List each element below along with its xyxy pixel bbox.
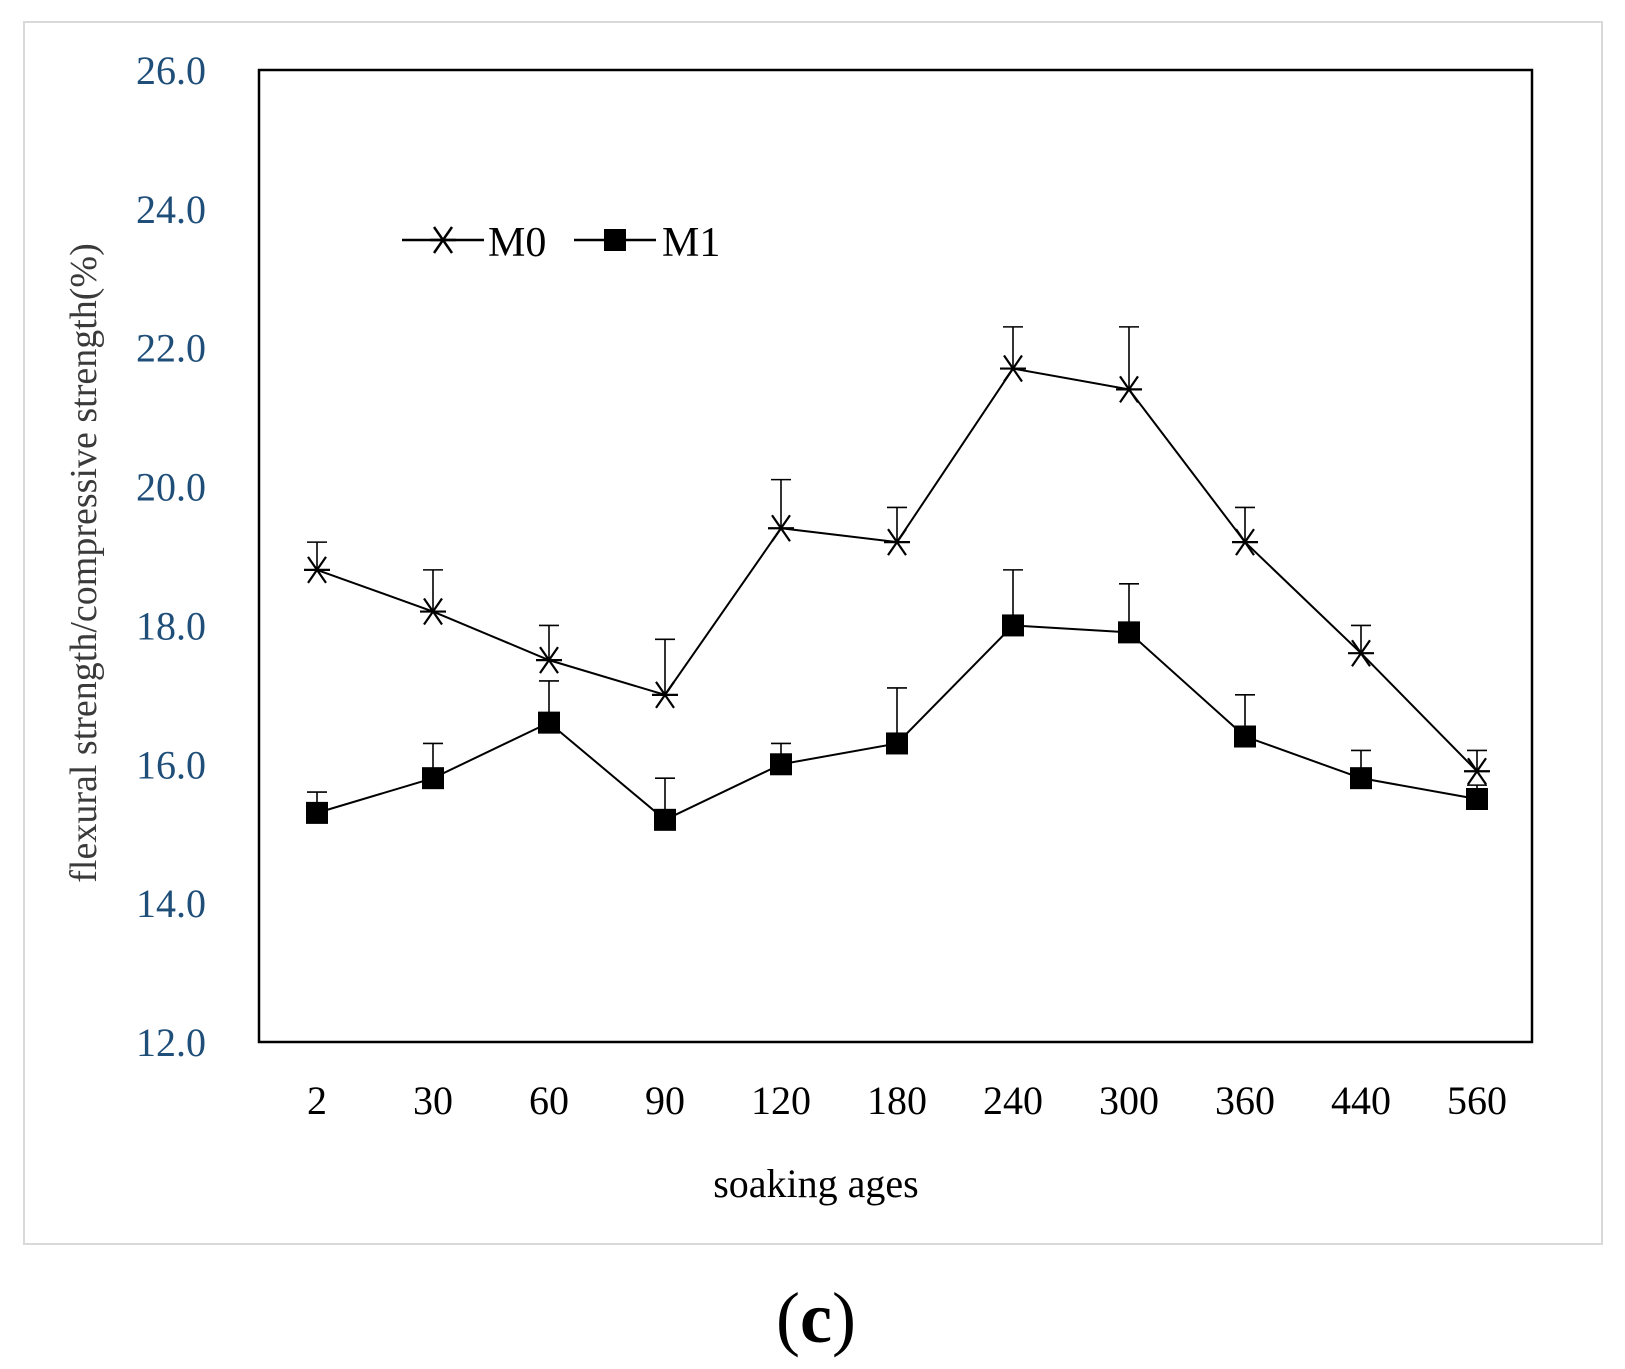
data-point-m1 <box>538 711 560 734</box>
data-point-m1 <box>306 801 328 824</box>
data-point-m1 <box>770 753 792 776</box>
data-point-m1 <box>1118 621 1140 644</box>
data-point-m0 <box>1232 528 1258 556</box>
plot-area <box>257 68 1534 1044</box>
data-point-m1 <box>886 732 908 755</box>
data-point-m1 <box>422 767 444 790</box>
x-tick-label: 440 <box>1331 1078 1391 1123</box>
panel-label: (c) <box>776 1278 856 1358</box>
series-layer <box>304 326 1490 831</box>
data-point-m1 <box>1002 614 1024 637</box>
marker-stroke <box>771 514 791 542</box>
marker-stroke <box>1235 528 1255 556</box>
marker-stroke <box>539 646 559 674</box>
data-point-m1 <box>1234 725 1256 748</box>
y-tick-label: 24.0 <box>136 187 206 232</box>
x-tick-label: 2 <box>307 1078 327 1123</box>
data-point-m0 <box>420 597 446 626</box>
legend: M0 M1 <box>402 220 720 266</box>
series-m0 <box>304 326 1490 785</box>
data-point-m0 <box>1348 639 1374 667</box>
x-tick-label: 560 <box>1447 1078 1507 1123</box>
y-tick-label: 12.0 <box>136 1020 206 1065</box>
panel-label-letter: c <box>800 1278 832 1358</box>
x-axis-ticks: 2 30 60 90 120 180 240 300 360 440 560 <box>307 1078 1507 1123</box>
marker-stroke <box>1003 354 1023 383</box>
legend-m0-marker <box>430 226 456 254</box>
y-axis-ticks: 12.0 14.0 16.0 18.0 20.0 22.0 24.0 26.0 <box>136 48 206 1065</box>
panel-label-open-paren: ( <box>776 1278 800 1358</box>
marker-stroke <box>307 556 327 584</box>
legend-m1-label: M1 <box>662 220 720 266</box>
y-tick-label: 14.0 <box>136 881 206 926</box>
data-point-m1 <box>654 808 676 831</box>
x-tick-label: 90 <box>645 1078 685 1123</box>
marker-stroke <box>1467 757 1487 785</box>
data-point-m0 <box>1116 375 1142 403</box>
y-tick-label: 22.0 <box>136 326 206 371</box>
data-point-m0 <box>304 556 330 584</box>
data-point-m1 <box>1466 788 1488 810</box>
panel-label-close-paren: ) <box>832 1278 856 1358</box>
y-axis-label: flexural strength/compressive strength(%… <box>63 243 105 882</box>
marker-stroke <box>887 528 907 556</box>
x-tick-label: 120 <box>751 1078 811 1123</box>
legend-m1-marker <box>604 229 626 251</box>
marker-stroke <box>655 681 675 709</box>
data-point-m0 <box>1464 757 1490 785</box>
x-tick-label: 360 <box>1215 1078 1275 1123</box>
x-tick-label: 60 <box>529 1078 569 1123</box>
y-tick-label: 18.0 <box>136 603 206 648</box>
marker-stroke <box>1351 639 1371 667</box>
data-point-m0 <box>652 681 678 709</box>
marker-stroke <box>423 597 443 626</box>
y-tick-label: 26.0 <box>136 48 206 93</box>
y-tick-label: 20.0 <box>136 465 206 510</box>
marker-stroke <box>1119 375 1139 403</box>
data-point-m0 <box>536 646 562 674</box>
y-tick-label: 16.0 <box>136 742 206 787</box>
x-tick-label: 300 <box>1099 1078 1159 1123</box>
data-point-m0 <box>884 528 910 556</box>
series-m1 <box>306 569 1488 831</box>
data-point-m0 <box>768 514 794 542</box>
x-axis-label: soaking ages <box>713 1161 919 1206</box>
data-point-m0 <box>1000 354 1026 383</box>
legend-m0-label: M0 <box>488 220 546 266</box>
x-tick-label: 240 <box>983 1078 1043 1123</box>
x-tick-label: 180 <box>867 1078 927 1123</box>
data-point-m1 <box>1350 767 1372 790</box>
x-tick-label: 30 <box>413 1078 453 1123</box>
